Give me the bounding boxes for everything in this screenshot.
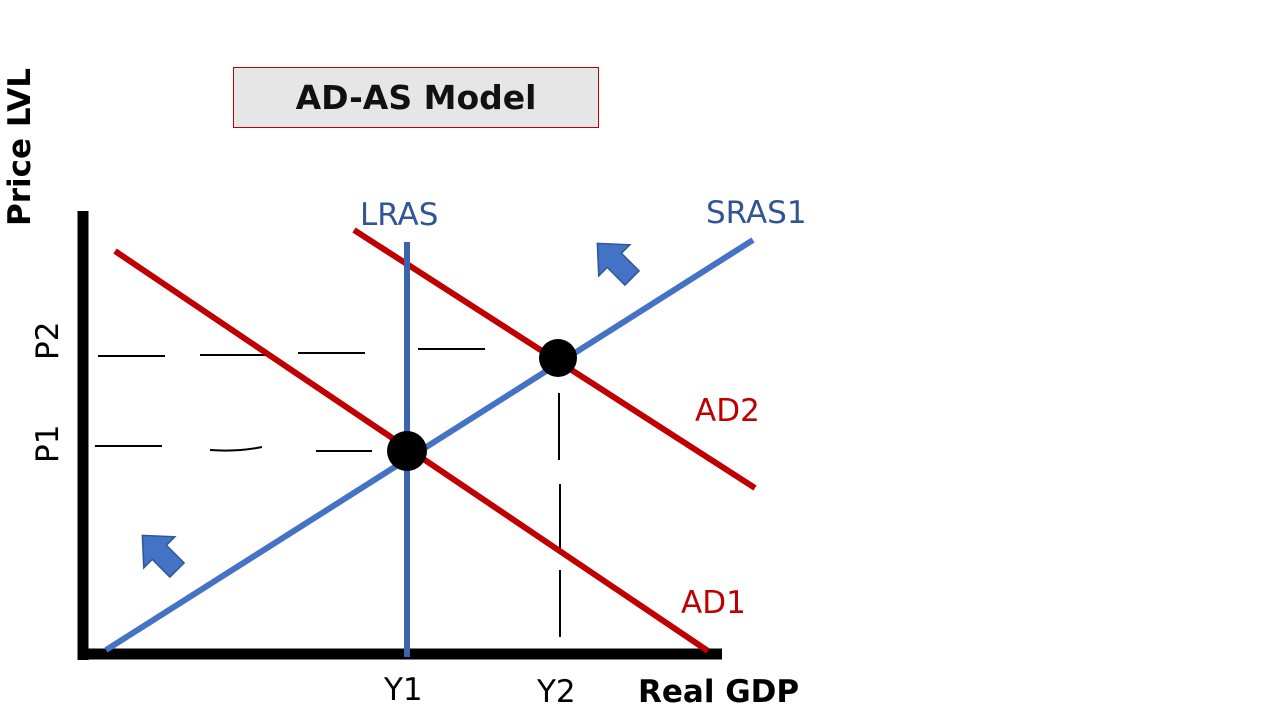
equilibrium-point-2 <box>539 339 577 377</box>
sras1-curve <box>104 237 755 653</box>
equilibrium-point-1 <box>387 431 427 471</box>
x-axis-label: Real GDP <box>638 674 800 710</box>
shift-arrow-upper <box>596 242 641 287</box>
p1-label: P1 <box>30 424 66 463</box>
shift-arrow-lower <box>141 534 186 579</box>
y2-label: Y2 <box>537 674 576 710</box>
p1-guide-line <box>95 445 372 452</box>
y1-label: Y1 <box>384 672 423 708</box>
y2-guide-line <box>558 393 561 637</box>
p2-guide-line <box>98 348 485 357</box>
diagram-title: AD-AS Model <box>233 67 599 128</box>
ad1-label: AD1 <box>681 585 746 621</box>
ad2-label: AD2 <box>695 393 760 429</box>
sras1-label: SRAS1 <box>706 195 807 231</box>
lras-label: LRAS <box>360 197 439 233</box>
p2-label: P2 <box>30 321 66 360</box>
